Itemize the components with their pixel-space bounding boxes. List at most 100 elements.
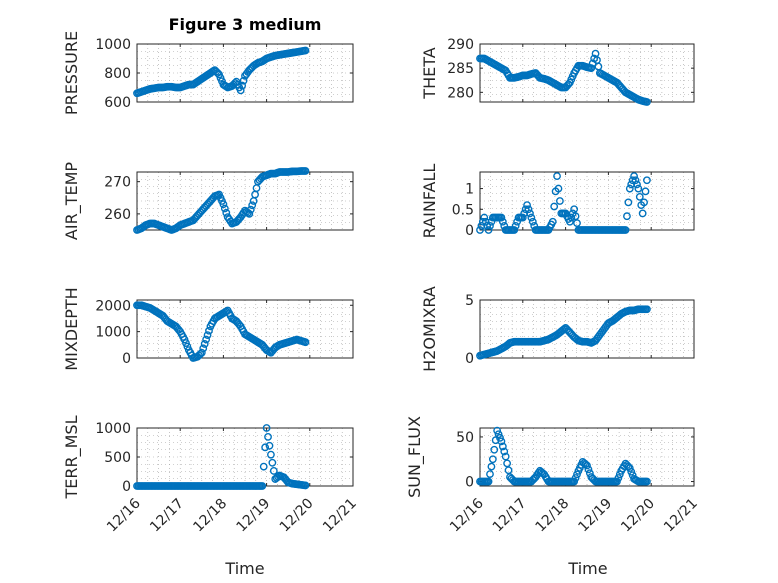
data-point <box>503 459 512 468</box>
data-point <box>643 98 651 106</box>
series-markers <box>133 46 310 98</box>
data-point <box>634 184 643 193</box>
panel-mixdepth: 0 1000 2000 MIXDEPTH <box>62 287 354 371</box>
panel-theta: 280 285 290 THETA <box>420 37 695 106</box>
data-point <box>550 202 559 211</box>
data-point <box>500 447 509 456</box>
x-tick-label: 12/21 <box>320 496 360 536</box>
data-point <box>641 187 650 196</box>
data-point <box>643 305 651 314</box>
x-tick-label: 12/20 <box>277 496 317 536</box>
data-point <box>524 205 533 214</box>
data-point <box>573 219 581 227</box>
y-tick-label: 0 <box>465 475 474 491</box>
data-point <box>488 455 497 464</box>
data-point <box>301 338 310 347</box>
data-point <box>494 430 503 439</box>
data-point <box>301 46 310 55</box>
data-point <box>570 477 579 486</box>
data-point <box>523 201 531 210</box>
data-point <box>501 452 510 461</box>
y-axis-label: MIXDEPTH <box>62 287 81 370</box>
data-point <box>268 458 277 467</box>
x-tick-label: 12/16 <box>447 495 487 535</box>
axes-box <box>479 43 695 103</box>
data-point <box>571 212 580 221</box>
data-point <box>245 209 254 218</box>
data-point <box>267 450 275 459</box>
y-tick-label: 290 <box>447 37 474 53</box>
data-point <box>511 221 520 230</box>
data-point <box>202 335 211 344</box>
data-point <box>265 441 274 450</box>
data-point <box>478 217 487 226</box>
data-point <box>239 76 248 85</box>
panel-rainfall: 0 0.5 1 RAINFALL <box>420 164 695 239</box>
data-point <box>554 184 563 193</box>
y-tick-label: 1 <box>465 182 474 198</box>
data-point <box>484 477 493 486</box>
y-axis-label: SUN_FLUX <box>405 416 425 498</box>
data-point <box>258 482 267 490</box>
y-tick-label: 280 <box>447 85 474 101</box>
x-tick-label: 12/17 <box>147 496 187 536</box>
x-tick-label: 12/21 <box>661 496 701 536</box>
y-tick-label: 50 <box>456 430 474 446</box>
y-tick-label: 1000 <box>95 421 131 437</box>
x-tick-label: 12/17 <box>490 496 530 536</box>
x-tick-label: 12/16 <box>104 495 144 535</box>
x-tick-label: 12/18 <box>533 496 573 536</box>
data-point <box>518 213 527 222</box>
data-point <box>490 445 499 454</box>
data-point <box>625 464 634 473</box>
x-axis-label-right: Time <box>567 559 607 578</box>
panel-sun-flux: 0 50 12/16 12/17 12/18 12/19 12/20 12/21 SUN_FLU… <box>405 416 701 535</box>
data-point <box>476 226 484 234</box>
x-tick-label: 12/18 <box>190 496 230 536</box>
series-markers <box>133 424 310 490</box>
data-point <box>203 331 212 340</box>
y-tick-label: 0 <box>122 479 131 495</box>
figure-title: Figure 3 medium <box>169 15 322 34</box>
y-tick-label: 5 <box>465 293 474 309</box>
series-markers <box>476 172 651 234</box>
data-point <box>269 467 278 475</box>
data-point <box>615 470 624 479</box>
data-point <box>628 176 637 185</box>
data-point <box>182 339 190 347</box>
data-point <box>526 209 534 218</box>
panel-pressure: 600 800 1000 PRESSURE <box>62 31 354 115</box>
y-axis-label: THETA <box>420 47 439 99</box>
axes-box <box>479 427 695 487</box>
data-point <box>205 326 213 335</box>
data-point <box>614 474 623 482</box>
axes-box <box>136 171 354 231</box>
series-markers <box>133 301 310 362</box>
data-point <box>264 432 272 441</box>
data-point <box>483 221 492 230</box>
data-point <box>180 335 189 344</box>
data-point <box>484 226 493 234</box>
x-tick-label: 12/19 <box>234 496 274 536</box>
axes-box <box>136 299 354 359</box>
data-point <box>504 466 513 475</box>
y-tick-label: 0 <box>122 351 131 367</box>
panel-air-temp: 260 270 AIR_TEMP <box>62 162 354 240</box>
data-point <box>480 213 489 222</box>
data-point <box>567 213 576 222</box>
data-point <box>643 176 651 185</box>
data-point <box>553 172 561 181</box>
data-point <box>246 205 255 214</box>
y-tick-label: 285 <box>447 61 474 77</box>
y-tick-label: 0 <box>465 223 474 239</box>
data-point <box>635 192 644 201</box>
data-point <box>510 226 519 234</box>
data-point <box>238 81 247 90</box>
data-point <box>487 462 496 471</box>
y-tick-label: 1000 <box>95 325 131 341</box>
data-point <box>200 340 209 348</box>
data-point <box>570 205 579 214</box>
y-axis-label: PRESSURE <box>62 31 81 115</box>
data-point <box>638 209 647 218</box>
y-tick-label: 0 <box>465 351 474 367</box>
